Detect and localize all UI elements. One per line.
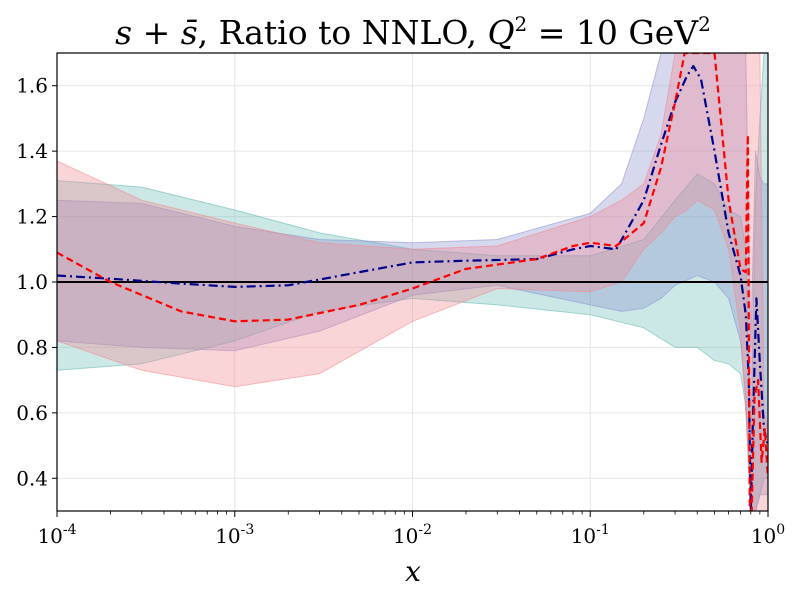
x-tick-label: 10-1	[571, 522, 610, 548]
y-tick-label: 1.2	[16, 205, 48, 229]
y-tick-label: 1.0	[16, 270, 48, 294]
x-tick-label: 10-2	[393, 522, 432, 548]
x-tick-label: 100	[751, 522, 785, 548]
x-tick-labels: 10-4 10-3 10-2 10-1 100	[37, 522, 785, 548]
y-tick-label: 0.6	[16, 401, 48, 425]
y-tick-label: 1.4	[16, 139, 48, 163]
series-dashed-red	[57, 53, 768, 511]
plot-area	[57, 53, 768, 511]
tick-marks	[52, 85, 769, 517]
x-axis-label: x	[405, 555, 421, 588]
chart-title: s + s̄, Ratio to NNLO, Q2 = 10 GeV2	[115, 12, 711, 52]
y-tick-label: 0.4	[16, 466, 48, 490]
series-dash-dot-navy	[57, 64, 768, 511]
y-tick-labels: 0.4 0.6 0.8 1.0 1.2 1.4 1.6	[16, 74, 48, 491]
y-tick-label: 1.6	[16, 74, 48, 98]
x-tick-label: 10-4	[37, 522, 76, 548]
y-tick-label: 0.8	[16, 335, 48, 359]
x-tick-label: 10-3	[215, 522, 254, 548]
